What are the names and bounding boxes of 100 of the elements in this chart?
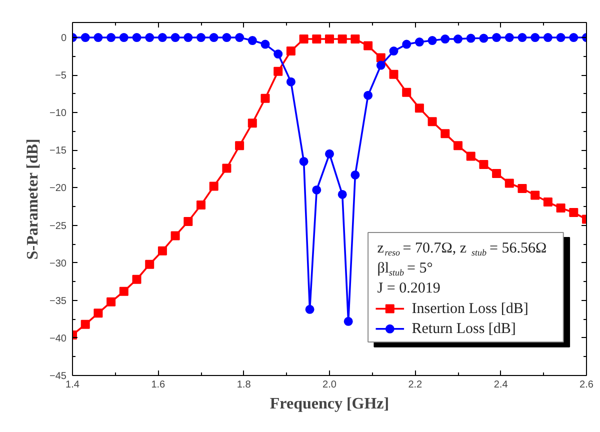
point bbox=[556, 33, 566, 42]
point bbox=[428, 117, 437, 126]
point bbox=[440, 129, 450, 138]
point bbox=[325, 34, 334, 44]
point bbox=[184, 33, 193, 42]
y-tick-label: −5 bbox=[55, 70, 67, 82]
point bbox=[184, 217, 193, 226]
point bbox=[305, 304, 314, 314]
point bbox=[274, 50, 283, 59]
point bbox=[414, 104, 424, 113]
point bbox=[248, 36, 257, 46]
point bbox=[543, 198, 552, 207]
x-tick-label: 1.6 bbox=[151, 380, 166, 390]
point bbox=[286, 46, 296, 56]
point bbox=[492, 168, 502, 178]
x-tick-label: 1.4 bbox=[66, 380, 80, 390]
point bbox=[518, 33, 527, 42]
point bbox=[492, 33, 502, 42]
point bbox=[364, 41, 373, 50]
point bbox=[158, 246, 167, 256]
point bbox=[119, 33, 128, 42]
point bbox=[158, 33, 167, 42]
point bbox=[466, 34, 476, 43]
point bbox=[504, 33, 514, 42]
point bbox=[350, 34, 360, 44]
point bbox=[569, 33, 578, 42]
y-tick-label: 0 bbox=[60, 33, 67, 44]
y-tick-label: −20 bbox=[50, 183, 67, 194]
x-axis-title: Frequency [GHz] bbox=[270, 396, 390, 412]
point bbox=[389, 70, 398, 79]
annotation: J = 0.2019 bbox=[377, 280, 440, 297]
y-tick-label: −15 bbox=[50, 146, 67, 157]
point bbox=[286, 77, 296, 86]
point bbox=[248, 118, 257, 128]
x-tick-label: 2.6 bbox=[580, 380, 594, 390]
point bbox=[325, 149, 334, 158]
point bbox=[299, 34, 308, 44]
y-tick-label: −35 bbox=[50, 296, 67, 307]
point bbox=[260, 94, 270, 103]
point bbox=[106, 33, 116, 42]
point bbox=[504, 178, 514, 188]
point bbox=[402, 88, 412, 97]
point bbox=[132, 274, 142, 284]
point bbox=[119, 286, 128, 296]
point bbox=[312, 185, 322, 194]
point bbox=[454, 34, 462, 44]
point bbox=[196, 200, 206, 210]
point bbox=[376, 60, 386, 70]
point bbox=[530, 33, 540, 42]
point bbox=[260, 40, 270, 49]
point bbox=[518, 184, 527, 193]
x-tick-label: 1.8 bbox=[236, 380, 252, 390]
point bbox=[454, 141, 462, 150]
point bbox=[94, 33, 103, 42]
x-tick-label: 2.2 bbox=[408, 380, 423, 390]
point bbox=[530, 190, 540, 200]
point bbox=[80, 33, 90, 42]
y-axis-title: S-Parameter [dB] bbox=[24, 138, 42, 260]
point bbox=[299, 156, 308, 166]
point bbox=[235, 33, 244, 42]
point bbox=[132, 33, 142, 42]
point bbox=[170, 33, 180, 42]
point bbox=[440, 34, 450, 44]
y-tick-label: −30 bbox=[50, 258, 67, 270]
point bbox=[556, 204, 566, 213]
point bbox=[94, 308, 103, 318]
point bbox=[274, 66, 283, 76]
point bbox=[402, 40, 412, 49]
legend-label: Return Loss [dB] bbox=[412, 320, 516, 337]
point bbox=[312, 34, 322, 44]
point bbox=[222, 33, 232, 42]
y-tick-label: −40 bbox=[50, 333, 67, 344]
x-tick-label: 2.0 bbox=[322, 380, 337, 390]
point bbox=[338, 34, 347, 44]
point bbox=[479, 160, 488, 169]
point bbox=[543, 33, 552, 42]
point bbox=[389, 46, 398, 56]
point bbox=[170, 231, 180, 240]
point bbox=[364, 90, 373, 100]
y-tick-label: −25 bbox=[50, 220, 67, 232]
point bbox=[209, 182, 218, 191]
point bbox=[344, 316, 353, 326]
point bbox=[428, 36, 437, 46]
point bbox=[350, 170, 360, 180]
point bbox=[414, 38, 424, 47]
point bbox=[196, 33, 206, 42]
y-tick-label: −10 bbox=[50, 108, 67, 120]
point bbox=[235, 141, 244, 150]
point bbox=[209, 33, 218, 42]
point bbox=[145, 260, 154, 269]
point bbox=[222, 164, 232, 173]
x-tick-label: 2.4 bbox=[494, 380, 508, 390]
point bbox=[466, 152, 476, 161]
legend-label: Insertion Loss [dB] bbox=[412, 300, 528, 317]
point bbox=[338, 190, 347, 199]
point bbox=[569, 208, 578, 218]
point bbox=[106, 297, 116, 306]
y-tick-label: −45 bbox=[50, 371, 67, 382]
point bbox=[479, 34, 488, 43]
point bbox=[80, 320, 90, 329]
